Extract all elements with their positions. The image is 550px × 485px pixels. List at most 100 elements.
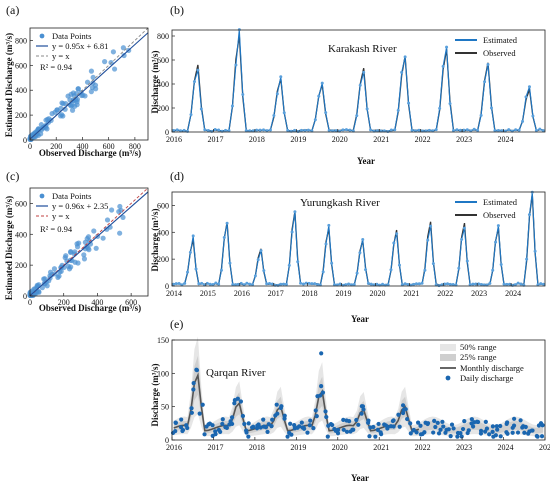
xtick-label-b: 2022 (415, 135, 431, 144)
series-point-estimated-b (493, 129, 497, 133)
series-point-estimated-d (505, 282, 509, 286)
daily-discharge-point (189, 406, 194, 411)
xtick-label-c: 200 (58, 298, 70, 307)
series-point-estimated-d (389, 268, 393, 272)
daily-discharge-point (229, 415, 235, 420)
daily-discharge-point (414, 430, 419, 435)
data-point-c (42, 276, 48, 282)
daily-discharge-point (256, 422, 261, 427)
daily-discharge-point (173, 420, 178, 425)
ytick-label-e: 0 (165, 436, 169, 445)
ytick-label-a: 0 (23, 136, 27, 145)
series-point-estimated-b (434, 128, 438, 132)
series-point-estimated-d (434, 283, 438, 287)
data-point-a (31, 134, 37, 140)
series-point-estimated-b (410, 128, 414, 132)
daily-discharge-point (505, 431, 510, 436)
daily-discharge-point (246, 434, 251, 439)
data-point-c (120, 214, 126, 220)
daily-discharge-point (491, 434, 496, 439)
daily-discharge-point (189, 410, 194, 415)
data-point-c (63, 253, 69, 259)
series-point-estimated-d (477, 282, 481, 286)
daily-discharge-point (200, 402, 205, 407)
daily-discharge-point (308, 418, 313, 423)
daily-discharge-point (440, 419, 445, 424)
xtick-label-d: 2017 (268, 289, 284, 298)
series-point-estimated-d (494, 240, 498, 244)
data-point-a (59, 100, 65, 106)
series-point-estimated-b (172, 129, 176, 133)
series-point-estimated-d (539, 282, 543, 286)
daily-discharge-point (378, 430, 383, 435)
ytick-label-e: 150 (157, 336, 169, 345)
daily-discharge-point (408, 431, 413, 436)
daily-discharge-point (523, 424, 528, 430)
daily-discharge-point (510, 430, 515, 435)
series-point-estimated-b (527, 85, 531, 89)
xtick-label-a: 0 (28, 142, 32, 151)
series-point-estimated-d (205, 281, 209, 285)
daily-discharge-point (375, 427, 380, 432)
series-point-estimated-d (519, 282, 523, 286)
series-point-estimated-b (227, 129, 231, 133)
series-point-estimated-d (479, 283, 483, 287)
series-point-estimated-d (414, 282, 418, 286)
series-point-estimated-b (272, 113, 276, 117)
daily-discharge-point (341, 427, 346, 432)
series-point-estimated-d (321, 270, 325, 274)
daily-discharge-point (223, 425, 228, 430)
daily-discharge-point (314, 413, 319, 419)
series-point-estimated-d (313, 282, 317, 286)
daily-discharge-point (411, 427, 416, 433)
series-point-estimated-b (541, 129, 545, 133)
legend-text-fit-a: y = 0.95x + 6.81 (52, 41, 108, 51)
series-point-estimated-d (516, 281, 520, 285)
data-point-a (69, 107, 76, 113)
series-point-estimated-b (517, 128, 521, 132)
series-point-estimated-b (331, 129, 335, 133)
daily-discharge-point (376, 421, 381, 427)
daily-discharge-point (210, 423, 215, 428)
series-point-estimated-b (251, 129, 255, 133)
xtick-label-d: 2016 (234, 289, 250, 298)
legend-marker-band25 (440, 354, 456, 361)
xlabel-c: Observed Discharge (m³/s) (39, 303, 141, 313)
xtick-label-b: 2020 (332, 135, 348, 144)
series-point-estimated-d (400, 283, 404, 287)
xtick-label-d: 2014 (166, 289, 182, 298)
series-point-estimated-d (496, 224, 500, 228)
series-point-estimated-d (324, 242, 328, 246)
ylabel-a: Estimated Discharge (m³/s) (4, 33, 14, 137)
data-point-a (84, 79, 91, 85)
daily-discharge-point (490, 429, 495, 434)
daily-discharge-point (275, 411, 280, 416)
series-point-estimated-d (208, 282, 212, 286)
data-point-a (57, 113, 64, 119)
series-point-estimated-d (465, 259, 469, 263)
series-point-estimated-d (245, 281, 249, 285)
xtick-label-b: 2023 (456, 135, 472, 144)
daily-discharge-point (449, 422, 455, 427)
series-point-estimated-d (395, 232, 399, 236)
series-point-estimated-b (248, 129, 252, 133)
series-point-estimated-d (448, 282, 452, 286)
xtick-label-e: 2025 (539, 443, 550, 452)
series-point-estimated-b (303, 128, 307, 132)
series-point-estimated-d (191, 234, 195, 238)
daily-discharge-point (462, 419, 467, 424)
xtick-label-b: 2024 (498, 135, 514, 144)
data-point-a (102, 59, 108, 65)
series-point-estimated-d (270, 282, 274, 286)
plot-frame-b (171, 29, 546, 133)
legend-marker-band50 (440, 344, 456, 351)
panel-label-a: (a) (6, 3, 19, 17)
fit-line-a (29, 32, 149, 140)
data-point-c (109, 207, 115, 213)
xtick-label-c: 600 (125, 298, 137, 307)
series-point-estimated-b (268, 128, 272, 132)
xtick-label-c: 400 (91, 298, 103, 307)
daily-discharge-point (258, 425, 263, 430)
series-point-estimated-d (242, 283, 246, 287)
plot-frame-d (171, 191, 546, 287)
